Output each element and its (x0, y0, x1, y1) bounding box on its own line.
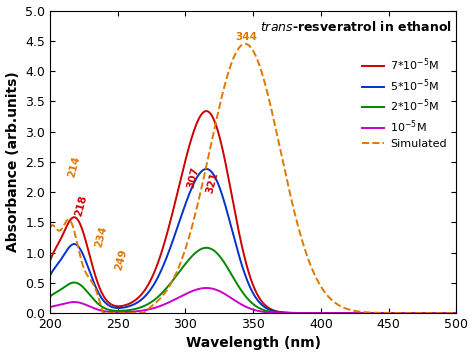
Text: 249: 249 (114, 248, 129, 272)
X-axis label: Wavelength (nm): Wavelength (nm) (186, 336, 321, 350)
Legend: 7*10$^{-5}$M, 5*10$^{-5}$M, 2*10$^{-5}$M, 10$^{-5}$M, Simulated: 7*10$^{-5}$M, 5*10$^{-5}$M, 2*10$^{-5}$M… (357, 52, 451, 153)
Text: $\mathit{trans}$-resveratrol in ethanol: $\mathit{trans}$-resveratrol in ethanol (260, 20, 452, 33)
Text: 234: 234 (93, 225, 109, 248)
Text: 218: 218 (73, 193, 88, 217)
Text: 214: 214 (66, 155, 82, 179)
Text: 321: 321 (204, 171, 220, 194)
Y-axis label: Absorbance (arb.units): Absorbance (arb.units) (6, 72, 19, 252)
Text: 344: 344 (236, 32, 257, 42)
Text: 307: 307 (185, 166, 201, 189)
